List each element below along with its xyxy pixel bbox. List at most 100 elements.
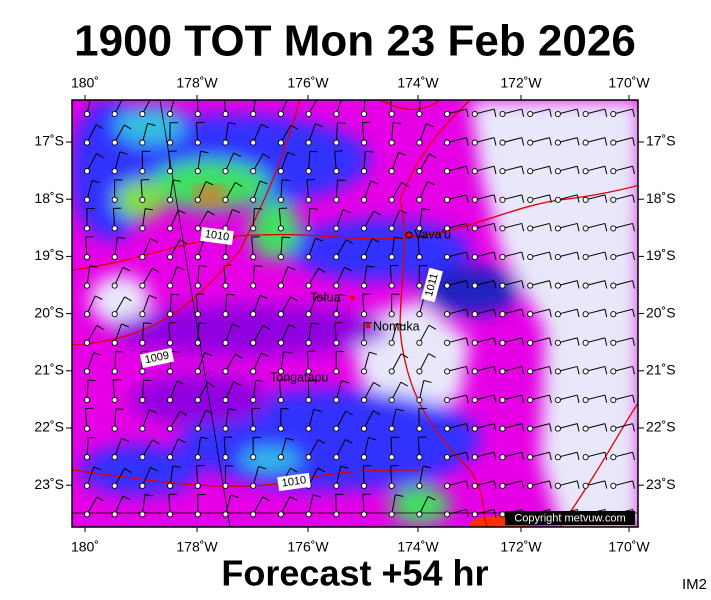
barb-staff: [446, 251, 467, 258]
barb-station: [111, 482, 118, 489]
barb-station: [222, 196, 229, 203]
barb-station: [471, 282, 478, 289]
barb-staff: [530, 480, 550, 487]
barb-feather: [401, 181, 409, 188]
barb-feather: [345, 438, 353, 444]
barb-staff: [613, 222, 633, 229]
barb-station: [111, 110, 118, 118]
barb-feather: [493, 223, 497, 232]
barb-station: [194, 368, 201, 375]
barb-station: [610, 396, 617, 404]
barb-feather: [287, 151, 296, 156]
barb-staff: [252, 265, 255, 286]
barb-station: [305, 425, 312, 432]
barb-staff: [280, 351, 285, 372]
barb-station: [194, 196, 201, 203]
barb-staff: [335, 100, 342, 115]
longitude-label: 178˚W: [176, 75, 218, 91]
barb-station: [167, 253, 174, 261]
barb-staff: [197, 410, 207, 429]
barb-station: [194, 139, 201, 146]
barb-station: [111, 511, 118, 518]
barb-staff: [251, 237, 254, 258]
barb-station: [277, 168, 284, 175]
barb-feather: [576, 366, 580, 375]
barb-staff: [306, 179, 310, 200]
barb-station: [360, 168, 368, 175]
barb-staff: [363, 151, 366, 172]
barb-feather: [604, 366, 608, 375]
barb-station: [582, 311, 589, 318]
barb-feather: [256, 94, 264, 95]
barb-staff: [252, 124, 262, 143]
barb-feather: [198, 322, 208, 325]
barb-station: [554, 339, 561, 346]
barb-feather: [341, 380, 350, 384]
latitude-label: 22˚S: [34, 419, 64, 435]
barb-staff: [195, 465, 199, 486]
barb-station: [305, 311, 312, 318]
barb-feather: [632, 452, 635, 461]
barb-staff: [86, 295, 96, 315]
barb-staff: [417, 437, 420, 458]
barb-staff: [391, 122, 394, 143]
barb-staff: [252, 352, 262, 372]
barb-staff: [335, 410, 347, 429]
barb-station: [83, 253, 91, 261]
barb-feather: [122, 266, 131, 272]
barb-feather: [632, 223, 635, 232]
barb-station: [388, 339, 395, 346]
barb-staff: [363, 210, 375, 229]
barb-staff: [474, 508, 495, 515]
barb-station: [527, 339, 534, 346]
barb-station: [360, 225, 368, 232]
barb-staff: [361, 122, 365, 143]
barb-station: [582, 282, 589, 289]
barb-staff: [114, 323, 122, 343]
barb-feather: [254, 265, 263, 267]
latitude-label: 17˚S: [646, 133, 676, 149]
barb-staff: [585, 308, 606, 315]
barb-station: [194, 454, 201, 461]
barb-feather: [176, 266, 185, 271]
barb-staff: [280, 296, 292, 315]
barb-staff: [363, 238, 373, 258]
barb-station: [388, 168, 395, 175]
barb-staff: [390, 465, 393, 486]
barb-feather: [172, 179, 181, 182]
barb-staff: [585, 280, 606, 287]
barb-station: [610, 368, 617, 375]
barb-feather: [421, 208, 431, 211]
barb-station: [554, 396, 561, 404]
barb-feather: [604, 280, 608, 289]
barb-staff: [225, 122, 229, 143]
barb-feather: [465, 509, 469, 518]
barb-feather: [521, 309, 525, 318]
barb-staff: [225, 152, 235, 172]
barb-station: [111, 311, 118, 318]
barb-feather: [200, 150, 209, 154]
barb-feather: [604, 223, 608, 232]
barb-feather: [316, 295, 325, 300]
barb-staff: [114, 237, 118, 258]
barb-staff: [308, 409, 315, 429]
barb-staff: [557, 222, 578, 229]
barb-staff: [225, 294, 228, 315]
barb-staff: [446, 222, 467, 229]
barb-station: [250, 196, 257, 203]
barb-station: [471, 253, 478, 261]
barb-station: [610, 282, 617, 289]
barb-station: [527, 311, 534, 318]
barb-station: [305, 396, 312, 404]
barb-staff: [502, 251, 523, 258]
barb-station: [139, 282, 146, 289]
barb-feather: [315, 237, 324, 242]
barb-station: [471, 110, 478, 118]
barb-staff: [169, 179, 174, 200]
barb-staff: [391, 152, 399, 172]
barb-station: [444, 396, 451, 404]
barb-staff: [390, 437, 393, 458]
barb-staff: [502, 394, 523, 401]
barb-staff: [169, 209, 179, 229]
barb-station: [222, 311, 229, 318]
